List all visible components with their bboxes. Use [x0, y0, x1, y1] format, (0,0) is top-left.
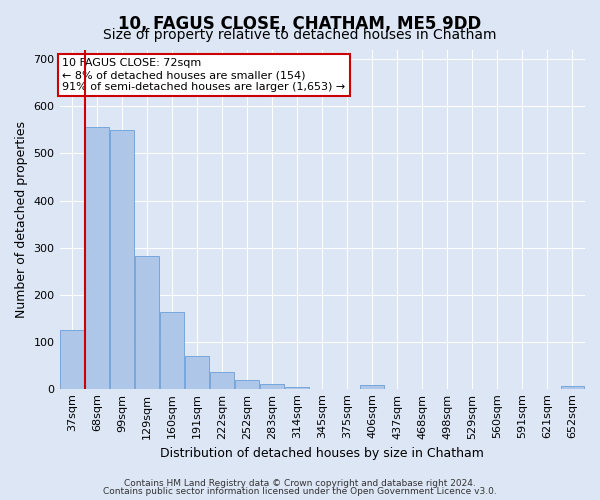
X-axis label: Distribution of detached houses by size in Chatham: Distribution of detached houses by size …	[160, 447, 484, 460]
Bar	[110, 130, 134, 388]
Text: 10, FAGUS CLOSE, CHATHAM, ME5 9DD: 10, FAGUS CLOSE, CHATHAM, ME5 9DD	[118, 15, 482, 33]
Bar	[560, 386, 584, 388]
Text: Size of property relative to detached houses in Chatham: Size of property relative to detached ho…	[103, 28, 497, 42]
Bar	[286, 387, 309, 388]
Bar	[185, 356, 209, 388]
Bar	[235, 380, 259, 388]
Y-axis label: Number of detached properties: Number of detached properties	[15, 121, 28, 318]
Bar	[135, 256, 159, 388]
Bar	[160, 312, 184, 388]
Bar	[210, 372, 234, 388]
Text: Contains public sector information licensed under the Open Government Licence v3: Contains public sector information licen…	[103, 487, 497, 496]
Bar	[60, 330, 84, 388]
Bar	[260, 384, 284, 388]
Bar	[361, 385, 384, 388]
Bar	[85, 126, 109, 388]
Text: 10 FAGUS CLOSE: 72sqm
← 8% of detached houses are smaller (154)
91% of semi-deta: 10 FAGUS CLOSE: 72sqm ← 8% of detached h…	[62, 58, 346, 92]
Text: Contains HM Land Registry data © Crown copyright and database right 2024.: Contains HM Land Registry data © Crown c…	[124, 479, 476, 488]
